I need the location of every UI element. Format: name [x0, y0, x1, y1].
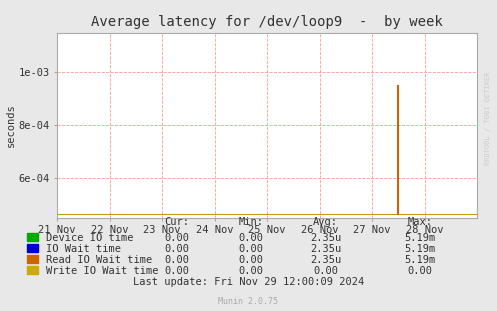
Text: 2.35u: 2.35u — [310, 233, 341, 243]
Text: Min:: Min: — [239, 217, 263, 227]
Text: 0.00: 0.00 — [164, 255, 189, 265]
Text: 0.00: 0.00 — [239, 244, 263, 254]
Text: Read IO Wait time: Read IO Wait time — [46, 255, 152, 265]
Text: 2.35u: 2.35u — [310, 244, 341, 254]
Text: 0.00: 0.00 — [313, 266, 338, 276]
Y-axis label: seconds: seconds — [5, 103, 15, 147]
Text: RRDTOOL / TOBI OETIKER: RRDTOOL / TOBI OETIKER — [485, 72, 491, 165]
Text: 0.00: 0.00 — [164, 233, 189, 243]
Text: 0.00: 0.00 — [239, 255, 263, 265]
Text: 5.19m: 5.19m — [405, 255, 435, 265]
Text: Write IO Wait time: Write IO Wait time — [46, 266, 158, 276]
Text: 0.00: 0.00 — [164, 266, 189, 276]
Text: 5.19m: 5.19m — [405, 233, 435, 243]
Text: 0.00: 0.00 — [239, 233, 263, 243]
Text: Last update: Fri Nov 29 12:00:09 2024: Last update: Fri Nov 29 12:00:09 2024 — [133, 277, 364, 287]
Text: Avg:: Avg: — [313, 217, 338, 227]
Text: 2.35u: 2.35u — [310, 255, 341, 265]
Text: Max:: Max: — [408, 217, 432, 227]
Title: Average latency for /dev/loop9  -  by week: Average latency for /dev/loop9 - by week — [91, 15, 443, 29]
Text: Device IO time: Device IO time — [46, 233, 133, 243]
Text: Cur:: Cur: — [164, 217, 189, 227]
Text: 0.00: 0.00 — [164, 244, 189, 254]
Text: Munin 2.0.75: Munin 2.0.75 — [219, 297, 278, 306]
Text: IO Wait time: IO Wait time — [46, 244, 121, 254]
Text: 5.19m: 5.19m — [405, 244, 435, 254]
Text: 0.00: 0.00 — [239, 266, 263, 276]
Text: 0.00: 0.00 — [408, 266, 432, 276]
